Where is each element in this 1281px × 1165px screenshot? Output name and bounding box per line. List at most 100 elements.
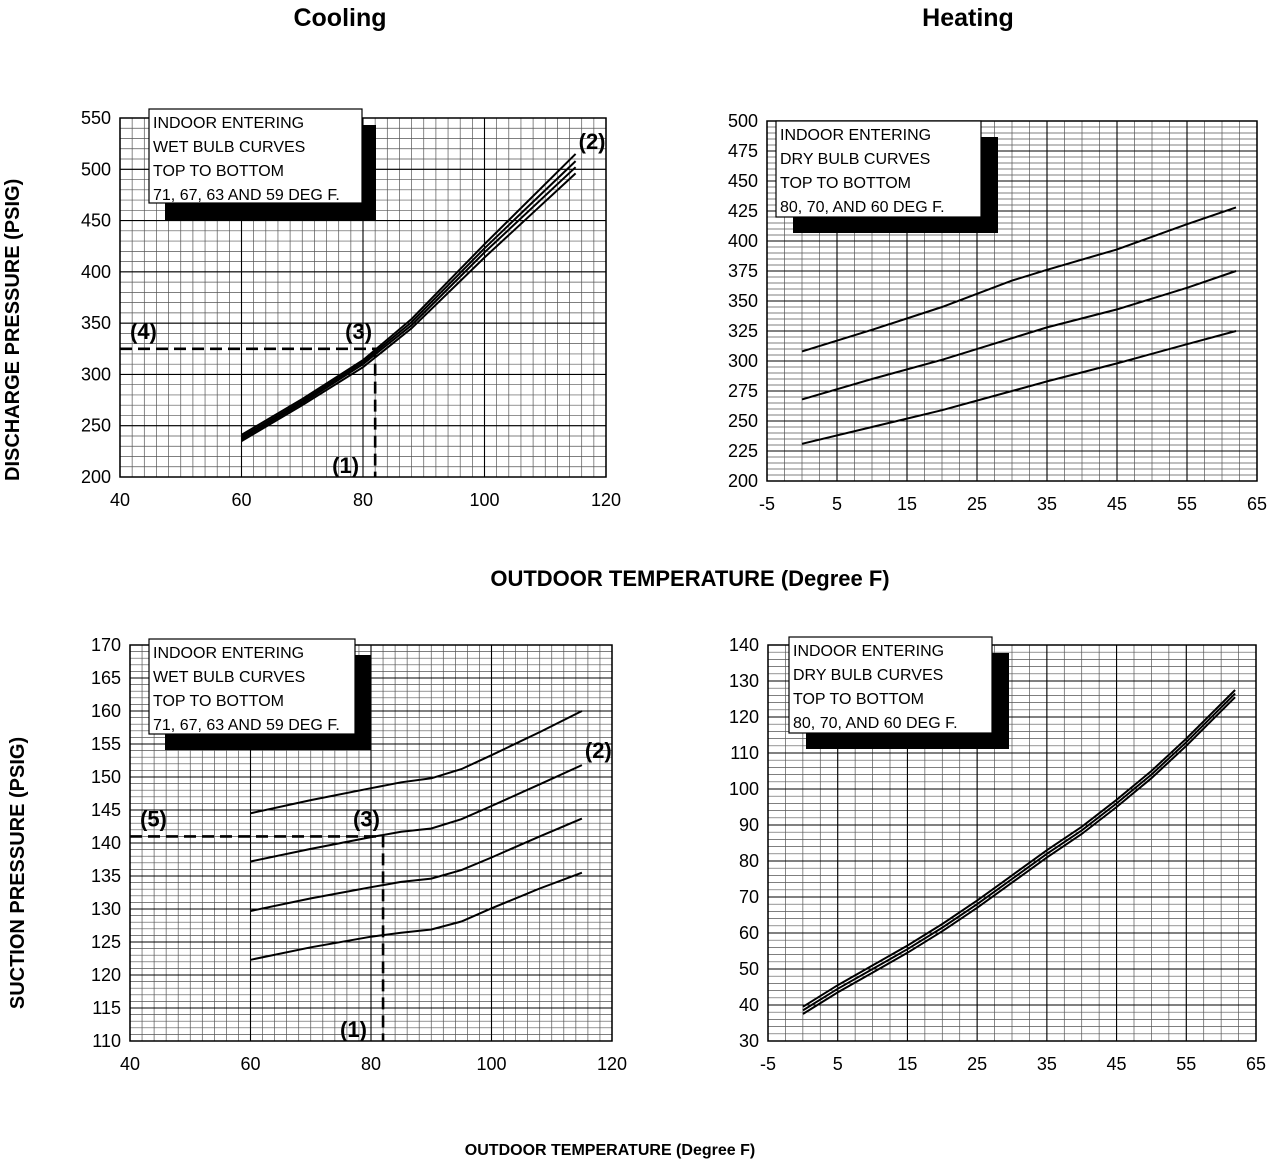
y-tick-label: 60 (739, 923, 759, 943)
note-text-line: WET BULB CURVES (153, 139, 305, 156)
series-line-3 (240, 166, 577, 440)
x-tick-label: 120 (591, 490, 621, 510)
x-tick-label: -5 (759, 494, 775, 514)
y-tick-label: 125 (91, 932, 121, 952)
x-tick-label: 55 (1177, 494, 1197, 514)
annotation-label: (1) (332, 453, 359, 478)
y-tick-label: 350 (81, 313, 111, 333)
series-line-1 (250, 710, 583, 815)
note-text-line: TOP TO BOTTOM (793, 691, 924, 708)
x-tick-label: 15 (897, 1054, 917, 1074)
annotation-label: (2) (585, 738, 612, 763)
y-tick-label: 110 (730, 743, 759, 763)
y-tick-label: 120 (91, 965, 121, 985)
y-tick-label: 70 (739, 887, 759, 907)
series-line-3 (250, 817, 583, 912)
y-tick-label: 550 (81, 108, 111, 128)
y-tick-label: 150 (91, 767, 121, 787)
series-line-1 (801, 206, 1237, 353)
y-tick-label: 160 (91, 701, 121, 721)
note-box (788, 636, 993, 734)
x-tick-label: 100 (476, 1054, 506, 1074)
plot-frame (767, 644, 1257, 1042)
note-text-line: INDOOR ENTERING (153, 645, 304, 662)
y-tick-label: 300 (728, 351, 758, 371)
x-tick-label: 100 (469, 490, 499, 510)
x-tick-label: 45 (1107, 1054, 1127, 1074)
x-tick-label: 25 (967, 1054, 987, 1074)
y-tick-label: 110 (92, 1031, 121, 1051)
cooling-title: Cooling (293, 4, 387, 32)
y-tick-label: 40 (739, 995, 759, 1015)
series-line-1 (802, 689, 1236, 1008)
series-line-3 (801, 330, 1237, 445)
y-tick-label: 30 (739, 1031, 759, 1051)
note-text-line: TOP TO BOTTOM (153, 693, 284, 710)
y-tick-label: 140 (91, 833, 121, 853)
annotation-label: (2) (579, 129, 606, 154)
y-tick-label: 225 (728, 441, 758, 461)
dashed-guide-line (130, 835, 385, 1041)
x-tick-label: 55 (1176, 1054, 1196, 1074)
heating-suction-chart: -5 5 15 25 35 45 55 65 30 40 50 60 70 80 90 100 110 120 13… (729, 635, 1266, 1074)
note-text-line: DRY BULB CURVES (780, 151, 930, 168)
note-text-line: TOP TO BOTTOM (780, 175, 911, 192)
y-tick-label: 450 (728, 171, 758, 191)
y-tick-label: 145 (91, 800, 121, 820)
y-tick-label: 425 (728, 201, 758, 221)
note-text-line: 80, 70, AND 60 DEG F. (793, 715, 958, 732)
note-text-line: WET BULB CURVES (153, 669, 305, 686)
x-tick-label: 40 (120, 1054, 140, 1074)
x-tick-label: 35 (1037, 1054, 1057, 1074)
y-tick-label: 165 (91, 668, 121, 688)
y-tick-label: 250 (728, 411, 758, 431)
y-tick-label: 90 (739, 815, 759, 835)
x-tick-label: 60 (240, 1054, 260, 1074)
plot-frame (119, 117, 607, 478)
x-tick-label: 5 (832, 494, 842, 514)
annotation-label: (3) (345, 319, 372, 344)
y-tick-label: 375 (728, 261, 758, 281)
series-line-2 (801, 270, 1237, 401)
y-tick-label: 120 (729, 707, 759, 727)
y-tick-label: 275 (728, 381, 758, 401)
x-tick-label: 80 (353, 490, 373, 510)
plot-frame (766, 120, 1258, 482)
plot-frame (129, 644, 613, 1042)
cooling-discharge-chart: 40 60 80 100 120 200 250 300 350 400 450 500 550 INDO… (81, 108, 621, 510)
x-tick-label: 65 (1247, 494, 1267, 514)
y-tick-label: 130 (91, 899, 121, 919)
note-text-line: INDOOR ENTERING (780, 127, 931, 144)
note-text-line: TOP TO BOTTOM (153, 163, 284, 180)
y-tick-label: 400 (81, 262, 111, 282)
series-line-4 (250, 871, 583, 961)
x-tick-label: -5 (760, 1054, 776, 1074)
x-tick-label: 40 (110, 490, 130, 510)
annotation-label: (4) (130, 319, 157, 344)
y-tick-label: 450 (81, 211, 111, 231)
note-box (148, 108, 363, 204)
heating-discharge-chart: -5 5 15 25 35 45 55 65 200 225 250 275 300 325 350 375 4… (728, 111, 1267, 514)
note-text-line: DRY BULB CURVES (793, 667, 943, 684)
y-tick-label: 155 (91, 734, 121, 754)
x-tick-label: 65 (1246, 1054, 1266, 1074)
series-line-1 (240, 153, 577, 436)
y-tick-label: 50 (739, 959, 759, 979)
x-tick-label: 60 (231, 490, 251, 510)
note-text-line: INDOOR ENTERING (153, 115, 304, 132)
annotation-label: (1) (340, 1017, 367, 1042)
y-tick-label: 300 (81, 364, 111, 384)
x-tick-label: 15 (897, 494, 917, 514)
cooling-suction-chart: 40 60 80 100 120 110 115 120 125 130 135 140 145 150 1… (91, 635, 627, 1074)
heating-title: Heating (922, 4, 1014, 32)
x-tick-label: 5 (833, 1054, 843, 1074)
y-tick-label: 170 (91, 635, 121, 655)
x-tick-label: 45 (1107, 494, 1127, 514)
series-line-3 (802, 696, 1236, 1015)
y-tick-label: 100 (729, 779, 759, 799)
y-tick-label: 500 (81, 159, 111, 179)
note-text-line: 71, 67, 63 AND 59 DEG F. (153, 187, 340, 204)
y-tick-label: 200 (81, 467, 111, 487)
y-tick-label: 500 (728, 111, 758, 131)
